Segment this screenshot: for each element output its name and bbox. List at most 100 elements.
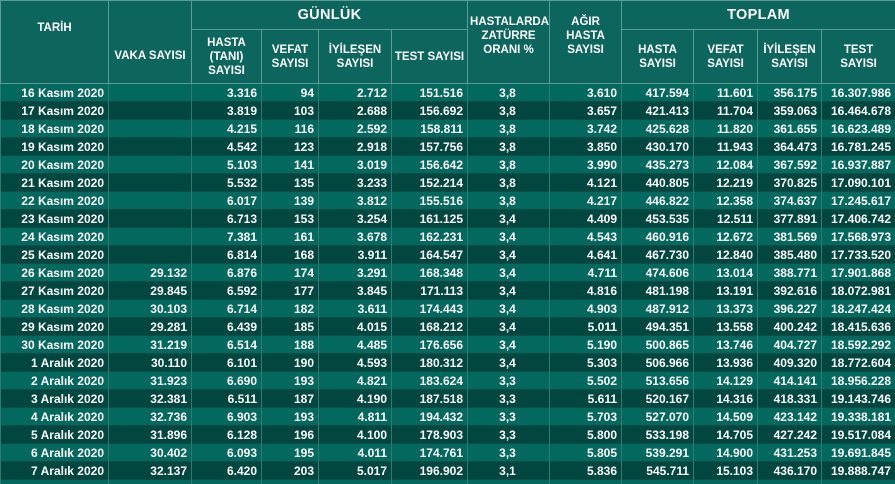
cell-total-deaths: 11.601 [694,84,758,102]
cell-daily-tests: 158.811 [392,120,468,138]
header-row-top: TARİH VAKA SAYISI GÜNLÜK HASTALARDA ZATÜ… [1,1,895,30]
cell-daily-deaths: 161 [262,228,319,246]
cell-daily-patients: 6.814 [192,246,262,264]
cell-total-recovered: 427.242 [758,426,822,444]
cell-cases: 32.137 [109,462,192,480]
cell-severe-patients: 4.121 [550,174,622,192]
cell-daily-deaths: 188 [262,336,319,354]
cell-total-tests: 18.247.424 [822,300,895,318]
cell-total-deaths: 14.316 [694,390,758,408]
cell-pneumonia-rate: 3,4 [468,282,550,300]
cell-date: 21 Kasım 2020 [1,174,109,192]
cell-total-patients: 474.606 [622,264,694,282]
cell-severe-patients: 5.011 [550,318,622,336]
cell-total-patients: 460.916 [622,228,694,246]
cell-daily-recovered: 4.811 [319,408,392,426]
cell-empty [192,480,262,484]
cell-pneumonia-rate: 3,8 [468,84,550,102]
cell-date: 2 Aralık 2020 [1,372,109,390]
cell-cases [109,174,192,192]
cell-daily-tests: 178.903 [392,426,468,444]
cell-daily-tests: 156.692 [392,102,468,120]
cell-total-deaths: 13.014 [694,264,758,282]
cell-empty [622,480,694,484]
cell-total-deaths: 13.191 [694,282,758,300]
cell-daily-patients: 6.101 [192,354,262,372]
cell-daily-deaths: 168 [262,246,319,264]
cell-total-patients: 425.628 [622,120,694,138]
cell-pneumonia-rate: 3,8 [468,156,550,174]
cell-daily-patients: 6.690 [192,372,262,390]
cell-total-deaths: 14.705 [694,426,758,444]
cell-total-deaths: 13.746 [694,336,758,354]
cell-daily-deaths: 116 [262,120,319,138]
table-row-cut-off [1,480,895,484]
cell-date: 23 Kasım 2020 [1,210,109,228]
header-daily-recovered: İYİLEŞEN SAYISI [319,30,392,84]
cell-daily-tests: 187.518 [392,390,468,408]
header-cases: VAKA SAYISI [109,1,192,84]
cell-daily-tests: 176.656 [392,336,468,354]
cell-severe-patients: 3.990 [550,156,622,174]
cell-cases [109,102,192,120]
cell-daily-tests: 180.312 [392,354,468,372]
cell-date: 19 Kasım 2020 [1,138,109,156]
cell-severe-patients: 5.303 [550,354,622,372]
cell-daily-recovered: 2.688 [319,102,392,120]
cell-total-deaths: 12.840 [694,246,758,264]
cell-cases: 30.103 [109,300,192,318]
cell-empty [109,480,192,484]
cell-cases: 29.132 [109,264,192,282]
cell-empty [550,480,622,484]
cell-daily-patients: 3.316 [192,84,262,102]
cell-daily-tests: 174.761 [392,444,468,462]
header-total-patients: HASTA SAYISI [622,30,694,84]
cell-daily-recovered: 4.593 [319,354,392,372]
cell-empty [319,480,392,484]
cell-total-recovered: 359.063 [758,102,822,120]
cell-daily-deaths: 193 [262,372,319,390]
cell-daily-recovered: 3.911 [319,246,392,264]
cell-cases [109,228,192,246]
cell-daily-tests: 155.516 [392,192,468,210]
cell-daily-tests: 183.624 [392,372,468,390]
header-daily-deaths: VEFAT SAYISI [262,30,319,84]
cell-total-patients: 446.822 [622,192,694,210]
cell-severe-patients: 5.190 [550,336,622,354]
cell-total-tests: 18.415.636 [822,318,895,336]
cell-daily-tests: 157.756 [392,138,468,156]
cell-empty [262,480,319,484]
cell-daily-patients: 6.017 [192,192,262,210]
cell-daily-deaths: 123 [262,138,319,156]
cell-total-recovered: 414.141 [758,372,822,390]
cell-cases: 29.281 [109,318,192,336]
cell-total-recovered: 396.227 [758,300,822,318]
cell-total-recovered: 364.473 [758,138,822,156]
cell-daily-deaths: 195 [262,444,319,462]
cell-pneumonia-rate: 3,4 [468,336,550,354]
cell-total-patients: 467.730 [622,246,694,264]
cell-daily-tests: 196.902 [392,462,468,480]
cell-pneumonia-rate: 3,8 [468,120,550,138]
cell-total-patients: 533.198 [622,426,694,444]
cell-date: 22 Kasım 2020 [1,192,109,210]
cell-daily-recovered: 3.611 [319,300,392,318]
cell-pneumonia-rate: 3,8 [468,138,550,156]
cell-total-tests: 16.781.245 [822,138,895,156]
cell-daily-recovered: 3.291 [319,264,392,282]
cell-severe-patients: 4.217 [550,192,622,210]
cell-total-recovered: 374.637 [758,192,822,210]
header-pneumonia-rate: HASTALARDA ZATÜRRE ORANI % [468,1,550,84]
cell-total-patients: 545.711 [622,462,694,480]
cell-total-tests: 17.245.617 [822,192,895,210]
cell-total-tests: 19.517.084 [822,426,895,444]
cell-cases [109,192,192,210]
